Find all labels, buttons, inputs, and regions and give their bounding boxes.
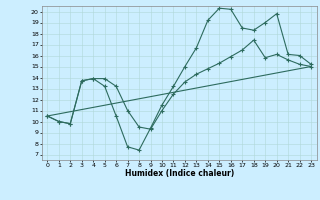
X-axis label: Humidex (Indice chaleur): Humidex (Indice chaleur) bbox=[124, 169, 234, 178]
